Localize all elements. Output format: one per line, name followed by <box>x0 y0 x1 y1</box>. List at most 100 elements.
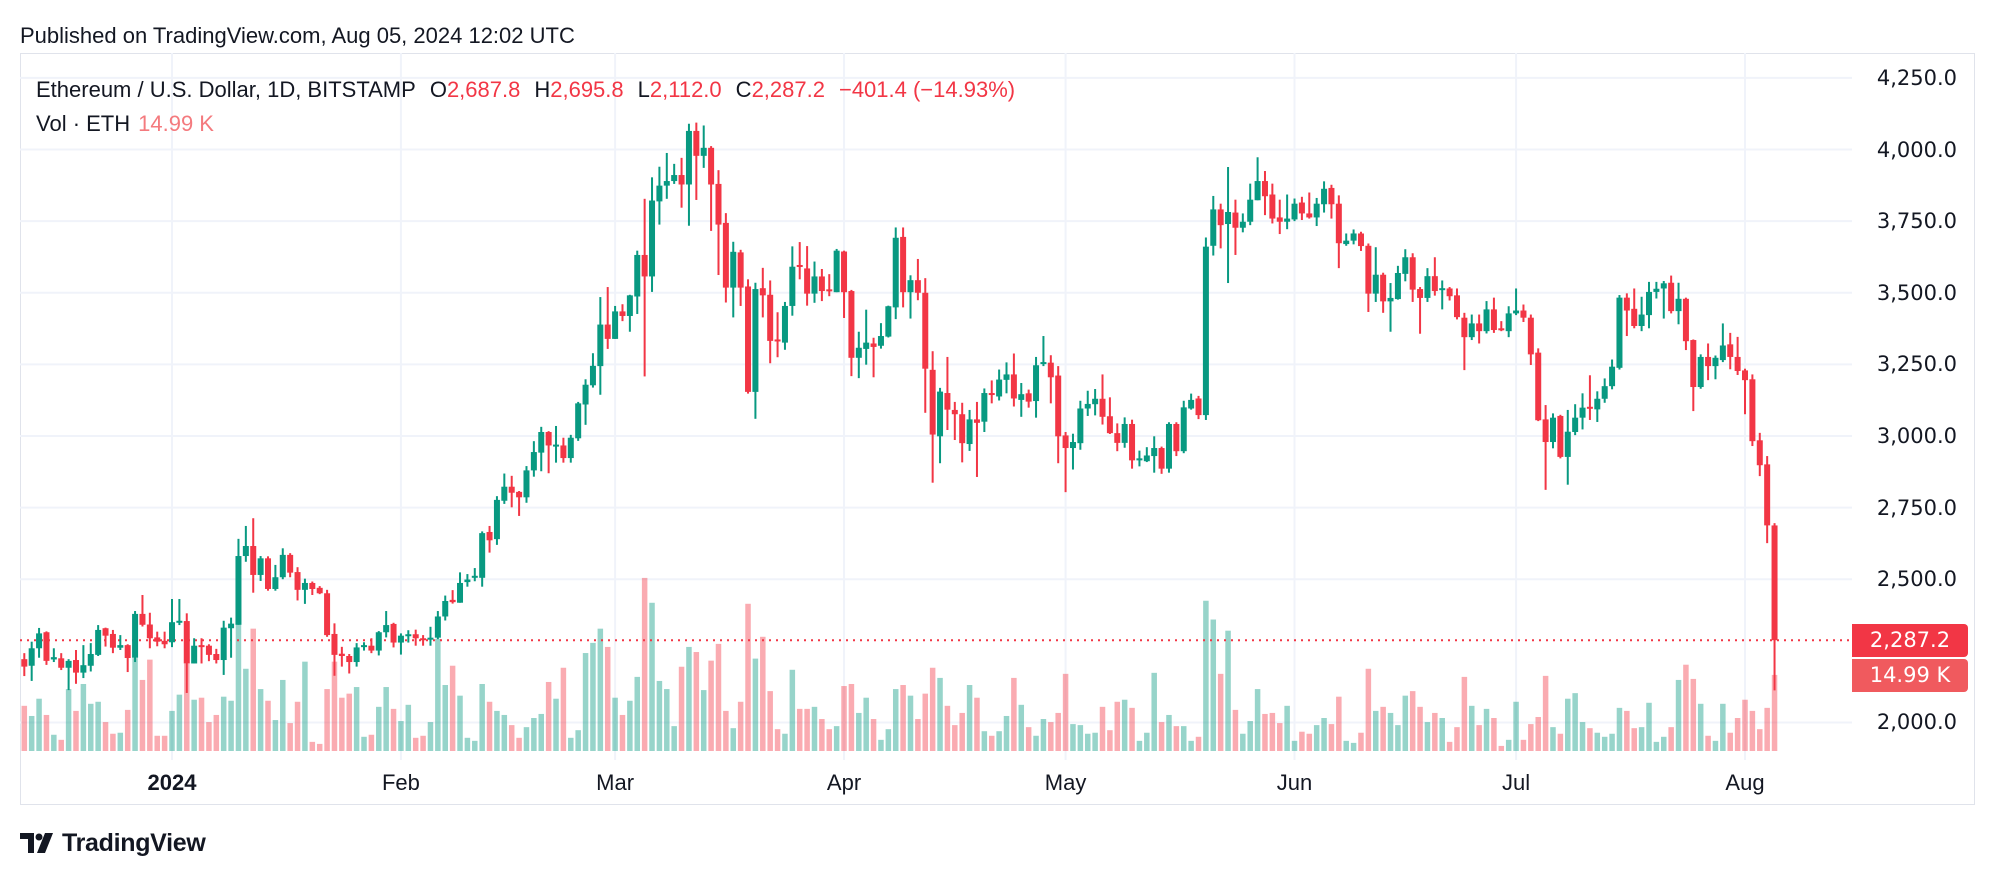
candle[interactable] <box>1513 288 1520 316</box>
candle[interactable] <box>1328 184 1335 219</box>
candle[interactable] <box>501 473 508 504</box>
candle[interactable] <box>508 475 515 508</box>
candle[interactable] <box>1690 339 1697 412</box>
candle[interactable] <box>1749 374 1756 447</box>
candle[interactable] <box>1247 183 1254 226</box>
tradingview-logo[interactable]: TradingView <box>20 829 206 857</box>
candle[interactable] <box>1387 283 1394 332</box>
candle[interactable] <box>1372 247 1379 302</box>
candle[interactable] <box>1609 359 1616 390</box>
candle[interactable] <box>545 431 552 474</box>
candle[interactable] <box>1284 194 1291 230</box>
candle[interactable] <box>1143 447 1150 463</box>
candle[interactable] <box>877 323 884 349</box>
candle[interactable] <box>774 312 781 358</box>
candle[interactable] <box>161 631 168 649</box>
candle[interactable] <box>678 157 685 208</box>
candle[interactable] <box>1402 249 1409 282</box>
candle[interactable] <box>811 261 818 303</box>
candle[interactable] <box>996 369 1003 401</box>
candle[interactable] <box>183 613 190 693</box>
candle[interactable] <box>368 638 375 654</box>
candle[interactable] <box>1195 395 1202 420</box>
candle[interactable] <box>1646 281 1652 329</box>
candle[interactable] <box>1417 287 1424 334</box>
candle[interactable] <box>279 548 286 580</box>
candle[interactable] <box>1520 304 1527 322</box>
candle[interactable] <box>818 268 825 302</box>
candle[interactable] <box>1549 413 1556 449</box>
candle[interactable] <box>767 280 774 364</box>
candle[interactable] <box>324 589 331 637</box>
candle[interactable] <box>139 594 146 627</box>
candle[interactable] <box>1180 400 1187 454</box>
candle[interactable] <box>80 645 87 679</box>
candle[interactable] <box>1232 199 1239 255</box>
candle[interactable] <box>146 612 153 649</box>
candle[interactable] <box>1631 288 1638 329</box>
candle[interactable] <box>560 437 567 463</box>
candle[interactable] <box>1062 431 1069 493</box>
candle[interactable] <box>205 644 212 662</box>
candle[interactable] <box>316 586 323 595</box>
candle[interactable] <box>169 599 175 648</box>
candle[interactable] <box>553 425 560 463</box>
candle[interactable] <box>1210 195 1217 256</box>
candle[interactable] <box>1136 450 1143 467</box>
candle[interactable] <box>493 496 500 545</box>
candle[interactable] <box>1498 321 1505 332</box>
candle[interactable] <box>900 227 907 308</box>
candle[interactable] <box>1601 378 1608 403</box>
candle[interactable] <box>1483 301 1490 334</box>
candle[interactable] <box>1291 198 1298 222</box>
candle[interactable] <box>597 297 604 395</box>
candle[interactable] <box>1357 231 1364 251</box>
candle[interactable] <box>1697 354 1704 389</box>
candle[interactable] <box>1771 523 1778 691</box>
candle[interactable] <box>833 248 840 293</box>
candle[interactable] <box>176 599 183 626</box>
candle[interactable] <box>1033 356 1040 418</box>
candle[interactable] <box>626 294 633 332</box>
candle[interactable] <box>1158 446 1165 474</box>
candle[interactable] <box>1431 257 1438 296</box>
candle[interactable] <box>1018 383 1025 417</box>
candle[interactable] <box>1764 456 1771 544</box>
candle[interactable] <box>1572 404 1579 436</box>
candle[interactable] <box>1453 288 1460 320</box>
candle[interactable] <box>885 305 892 338</box>
candle[interactable] <box>1151 436 1158 473</box>
candle[interactable] <box>1476 314 1483 344</box>
candle[interactable] <box>700 125 707 168</box>
candle[interactable] <box>1756 432 1763 477</box>
candle[interactable] <box>1638 296 1645 332</box>
candle[interactable] <box>309 581 316 595</box>
candle[interactable] <box>582 379 589 425</box>
candle[interactable] <box>752 282 759 419</box>
candle[interactable] <box>685 123 692 226</box>
candle[interactable] <box>966 409 973 451</box>
candle[interactable] <box>1069 433 1076 470</box>
candle[interactable] <box>154 631 161 647</box>
candle[interactable] <box>361 642 368 651</box>
candle[interactable] <box>442 595 449 621</box>
candle[interactable] <box>1439 280 1446 310</box>
candle[interactable] <box>516 491 523 516</box>
candle[interactable] <box>937 387 944 464</box>
candle[interactable] <box>28 641 35 681</box>
candle[interactable] <box>649 177 656 292</box>
candle[interactable] <box>457 572 464 603</box>
candle[interactable] <box>929 351 936 483</box>
candle[interactable] <box>1099 374 1106 425</box>
candle[interactable] <box>65 659 72 691</box>
candle[interactable] <box>826 274 833 297</box>
candle[interactable] <box>567 434 574 463</box>
candle[interactable] <box>1106 397 1113 435</box>
candle[interactable] <box>1380 272 1387 313</box>
candle[interactable] <box>781 301 788 350</box>
candle[interactable] <box>1564 409 1571 485</box>
candle[interactable] <box>420 635 427 646</box>
volume-label[interactable]: Vol · ETH <box>36 111 131 136</box>
candle[interactable] <box>1084 390 1091 416</box>
candle[interactable] <box>789 246 796 316</box>
